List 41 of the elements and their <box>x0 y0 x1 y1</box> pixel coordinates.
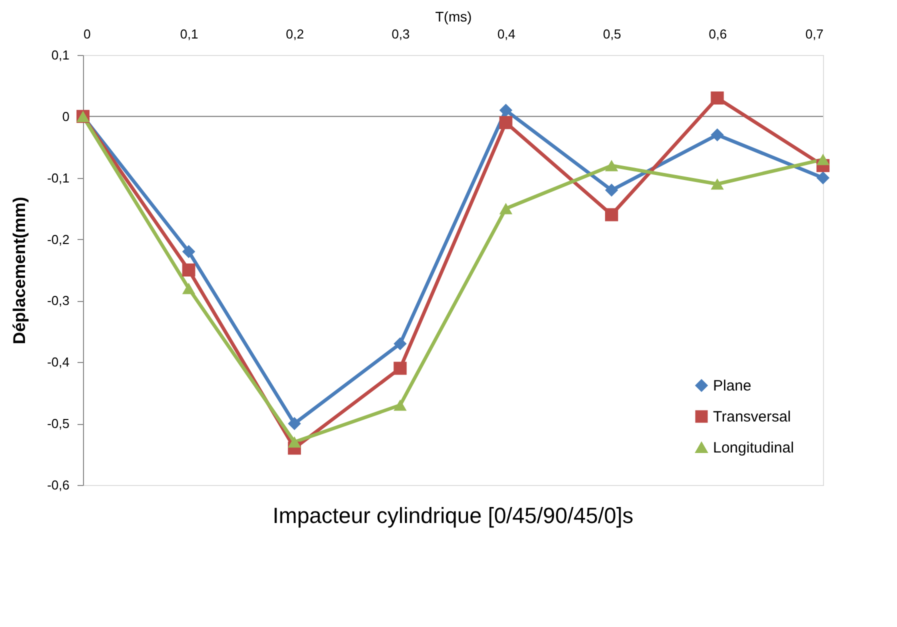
point <box>182 282 196 294</box>
point <box>499 104 512 117</box>
y-axis-title: Déplacement(mm) <box>10 196 30 344</box>
point <box>605 160 618 172</box>
legend-label: Longitudinal <box>713 440 794 456</box>
point <box>605 208 618 222</box>
legend-label: Plane <box>713 378 752 394</box>
y-tick-label: 0 <box>62 108 70 124</box>
y-tick-label: 0,1 <box>51 48 70 62</box>
point <box>499 202 512 214</box>
x-tick-label: 0,7 <box>805 26 824 42</box>
point <box>499 116 512 130</box>
x-tick-label: 0,4 <box>497 26 516 42</box>
x-tick-label: 0,5 <box>603 26 622 42</box>
y-tick-label: -0,6 <box>47 478 70 492</box>
text: Impacteur cylindrique [0/45/90/45/0]s <box>272 503 634 528</box>
point <box>182 245 196 258</box>
point <box>288 417 301 430</box>
x-axis-title: T(ms) <box>435 8 472 24</box>
y-tick-label: -0,3 <box>47 293 70 308</box>
point <box>816 154 830 166</box>
x-tick-label: 0,2 <box>286 26 304 42</box>
point <box>394 362 407 375</box>
point <box>394 337 407 350</box>
y-tick-label: -0,1 <box>47 170 70 186</box>
y-tick-label: -0,2 <box>47 232 70 247</box>
point <box>182 263 196 277</box>
point <box>288 436 301 448</box>
point <box>710 178 724 190</box>
point <box>394 399 407 411</box>
legend-label: Transversal <box>713 408 791 426</box>
y-tick-label: -0,5 <box>47 416 70 432</box>
x-tick-label: 0 <box>84 26 91 42</box>
x-tick-label: 0,1 <box>180 26 198 42</box>
point <box>710 128 724 142</box>
x-tick-label: 0,3 <box>392 26 410 42</box>
y-tick-label: -0,4 <box>47 354 70 370</box>
point <box>816 171 830 184</box>
point <box>605 184 618 197</box>
point <box>710 91 724 105</box>
x-tick-label: 0,6 <box>708 26 727 42</box>
